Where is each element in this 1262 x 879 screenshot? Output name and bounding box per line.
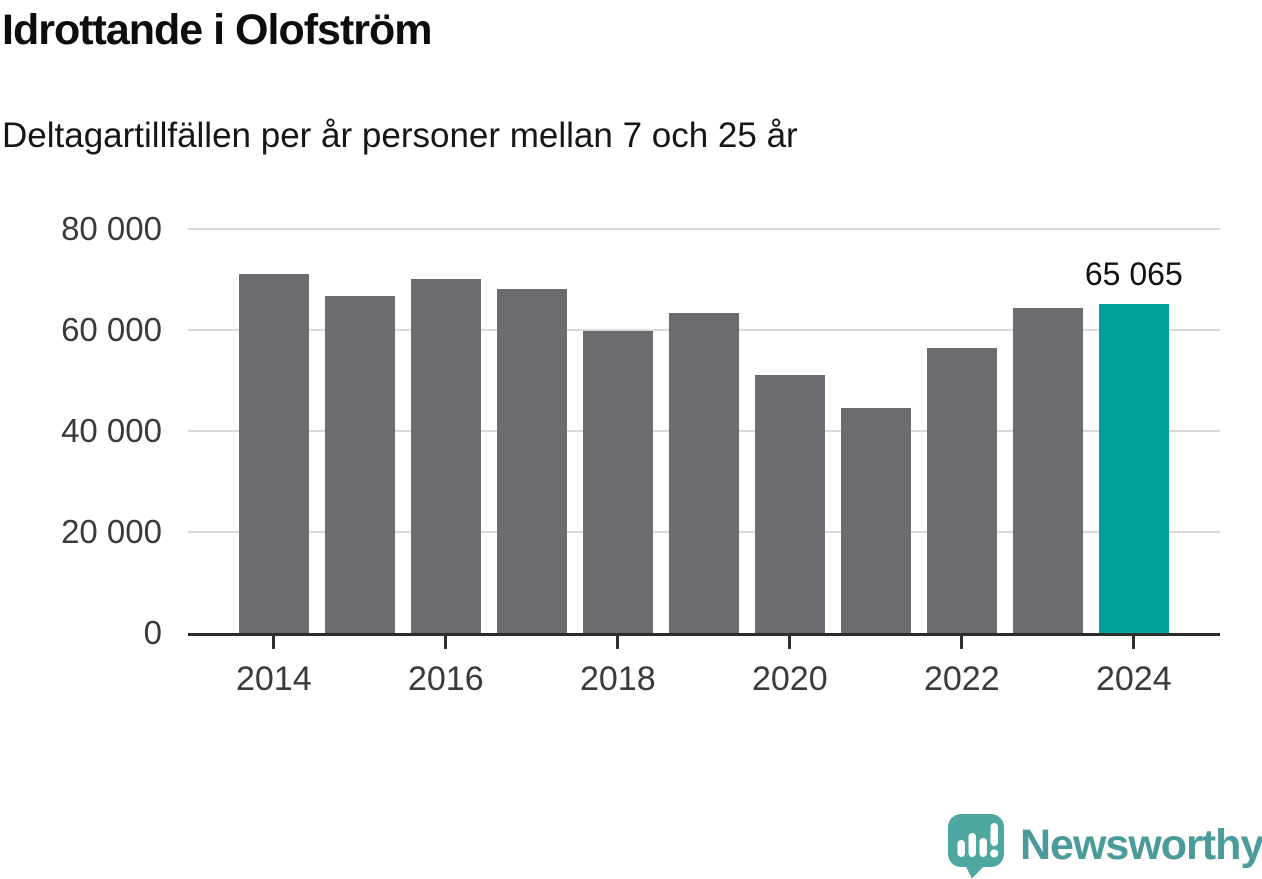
bar-2015: [324, 295, 395, 633]
y-axis-label-60000: 60 000: [61, 311, 162, 348]
y-axis-label-20000: 20 000: [61, 513, 162, 550]
bar-2019: [668, 313, 739, 633]
bar-2023: [1012, 308, 1083, 633]
bar-2018: [582, 330, 653, 633]
x-axis-label-2018: 2018: [579, 660, 656, 698]
newsworthy-logo-icon: [948, 814, 1004, 879]
page-title: Idrottande i Olofström: [2, 6, 432, 54]
x-tick-2018: [616, 636, 620, 649]
y-axis-label-0: 0: [143, 614, 162, 651]
brand-footer: Newsworthy: [947, 813, 1262, 879]
y-axis-label-40000: 40 000: [61, 412, 162, 449]
bar-2017: [496, 288, 567, 633]
bar-2020: [754, 375, 825, 633]
x-axis-label-2022: 2022: [923, 660, 1000, 698]
bar-2014: [238, 274, 309, 633]
x-axis-label-2014: 2014: [235, 660, 312, 698]
brand-name: Newsworthy: [1020, 821, 1262, 869]
x-axis-label-2024: 2024: [1095, 660, 1172, 698]
x-tick-2014: [272, 636, 276, 649]
x-tick-2024: [1132, 636, 1136, 649]
x-axis-line: [188, 633, 1220, 636]
bar-2024: [1098, 304, 1169, 633]
bar-2022: [926, 348, 997, 633]
bar-2016: [410, 278, 481, 633]
x-tick-2022: [960, 636, 964, 649]
x-tick-2020: [788, 636, 792, 649]
y-axis-label-80000: 80 000: [61, 210, 162, 247]
x-tick-2016: [444, 636, 448, 649]
x-axis-label-2016: 2016: [407, 660, 484, 698]
highlight-value-label: 65 065: [1084, 256, 1183, 293]
gridline-80000: [188, 228, 1220, 230]
bar-2021: [840, 408, 911, 633]
x-axis-label-2020: 2020: [751, 660, 828, 698]
chart-subtitle: Deltagartillfällen per år personer mella…: [2, 116, 798, 155]
